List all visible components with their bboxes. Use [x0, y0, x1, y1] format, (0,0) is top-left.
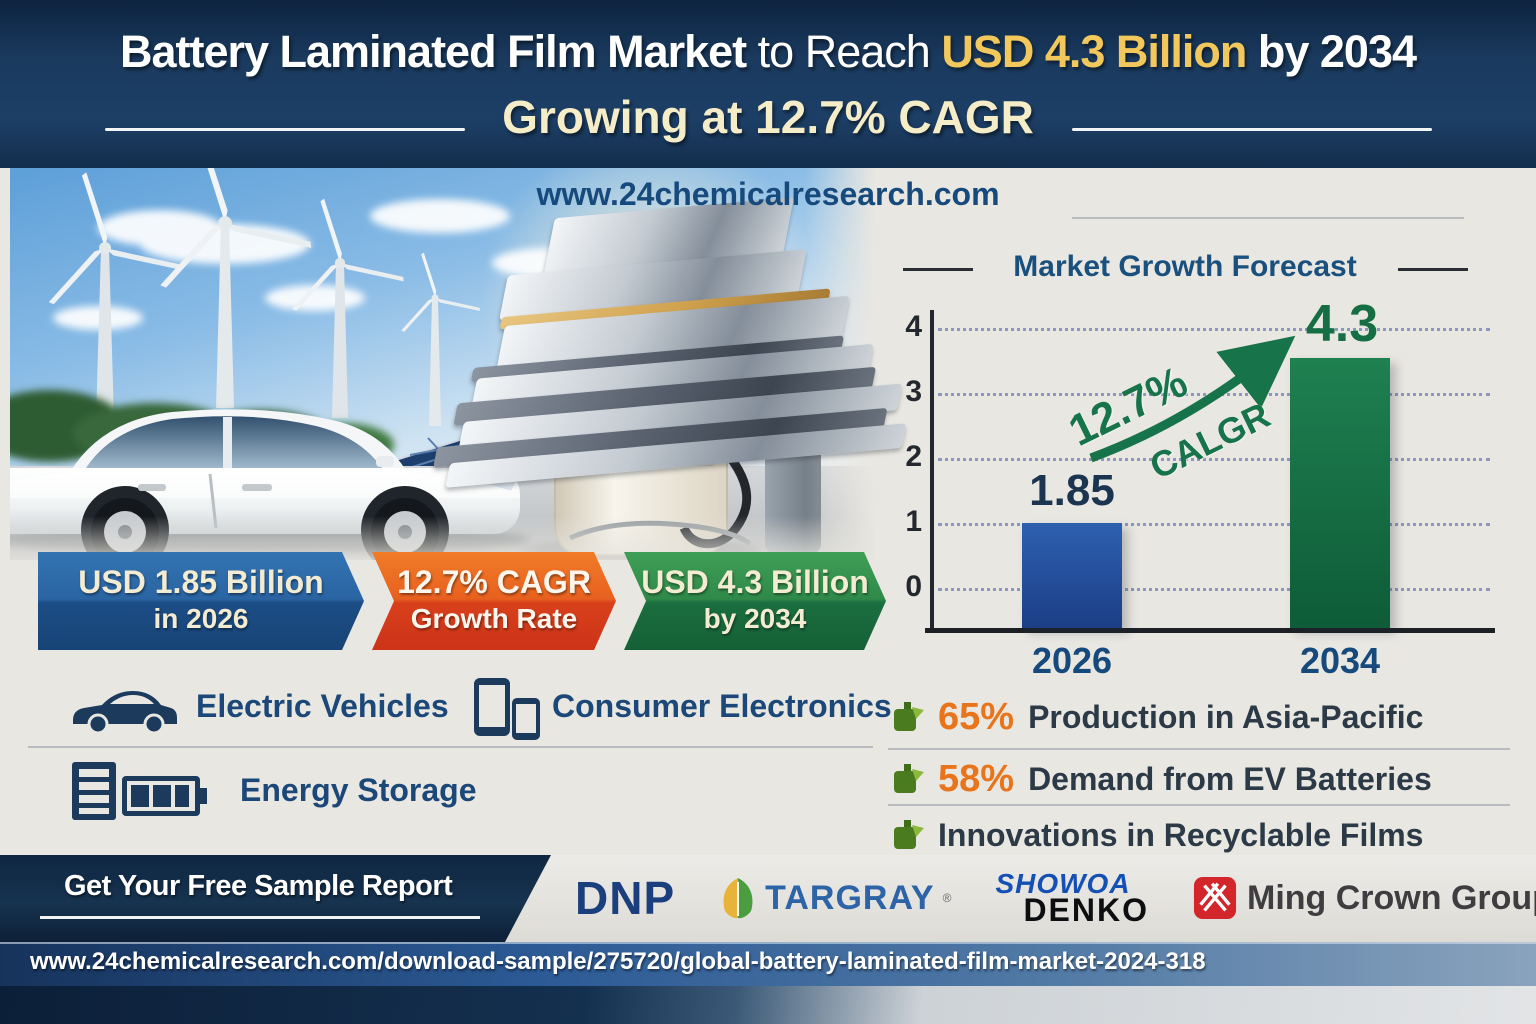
logo-ming-crown: Ming Crown Group: [1193, 876, 1536, 920]
stat-row: Innovations in Recyclable Films: [890, 812, 1520, 858]
page-subtitle: Growing at 12.7% CAGR: [502, 91, 1034, 143]
battery-rack-icon: [72, 762, 207, 820]
stat-value: 65%: [938, 695, 1015, 738]
divider: [1072, 217, 1464, 219]
ribbon-value: 12.7% CAGR: [397, 564, 591, 600]
battery-plug-icon: [894, 702, 924, 731]
gridline-4: [938, 328, 1490, 331]
logo-showa-line2: DENKO: [1023, 892, 1149, 928]
stat-text: Production in Asia-Pacific: [1028, 698, 1424, 735]
gridline-1: [938, 523, 1490, 526]
ribbon-caption: by 2034: [703, 603, 807, 634]
ribbon-caption: in 2026: [153, 603, 249, 634]
wind-turbines: [46, 168, 480, 426]
ribbon-value: USD 1.85 Billion: [78, 564, 324, 600]
film-stack-illustration: [431, 193, 906, 582]
stat-row: 58% Demand from EV Batteries: [890, 756, 1520, 802]
ytick-4: 4: [905, 310, 922, 343]
divider: [888, 804, 1510, 806]
stat-text: Demand from EV Batteries: [1028, 760, 1432, 797]
phone-tablet-icon: [474, 678, 540, 740]
divider: [28, 746, 873, 748]
ytick-3: 3: [905, 375, 922, 408]
x-axis: [925, 628, 1495, 633]
stat-value: 58%: [938, 757, 1015, 800]
gridline-0: [938, 588, 1490, 591]
registered-mark: ®: [942, 891, 952, 905]
logo-targray: TARGRAY ®: [719, 876, 951, 920]
ribbon-usd-2026: USD 1.85 Billion in 2026: [38, 552, 364, 650]
subtitle-rule-right: [1072, 128, 1432, 131]
ribbon-caption: Growth Rate: [410, 603, 578, 634]
battery-plug-icon: [894, 820, 924, 849]
cta-underline: [40, 916, 480, 919]
ytick-1: 1: [905, 505, 922, 538]
logo-strip: [505, 855, 1536, 942]
battery-plug-icon: [894, 764, 924, 793]
logo-ming-text: Ming Crown Group: [1247, 878, 1536, 917]
category-2034: 2034: [1299, 640, 1381, 681]
partner-logos: DNP TARGRAY ® SHOWOA DENKO Ming Crown Gr…: [545, 862, 1536, 934]
y-axis: [930, 310, 934, 632]
lattice-icon: [1193, 876, 1237, 920]
car-icon: [73, 691, 177, 735]
app-electric-vehicles: Electric Vehicles: [196, 688, 449, 724]
download-url-bar: [0, 942, 1536, 988]
growth-arrow-icon: [1089, 335, 1296, 463]
title-dash-right: [1398, 268, 1468, 271]
bottom-strip: [0, 986, 1536, 1024]
title-dash-left: [903, 268, 973, 271]
logo-showa-line1: SHOWOA: [995, 868, 1131, 899]
ribbon-value: USD 4.3 Billion: [641, 564, 869, 600]
ribbon-cagr: 12.7% CAGR Growth Rate: [372, 552, 616, 650]
logo-dnp: DNP: [575, 872, 676, 924]
ytick-0: 0: [905, 570, 922, 603]
website-url: www.24chemicalresearch.com: [536, 176, 1000, 212]
bar-value-2034: 4.3: [1305, 295, 1379, 353]
title-connector: to Reach: [757, 26, 931, 77]
title-end: by 2034: [1257, 26, 1417, 77]
stat-text: Innovations in Recyclable Films: [938, 816, 1424, 853]
download-url: www.24chemicalresearch.com/download-samp…: [30, 948, 1206, 975]
stat-row: 65% Production in Asia-Pacific: [890, 694, 1520, 740]
bar-2034: [1290, 358, 1390, 628]
divider: [888, 748, 1510, 750]
cta-text: Get Your Free Sample Report: [64, 870, 453, 902]
subtitle-rule-left: [105, 128, 465, 131]
title-highlight: USD 4.3 Billion: [941, 26, 1247, 77]
ribbon-usd-2034: USD 4.3 Billion by 2034: [624, 552, 886, 650]
title-main: Battery Laminated Film Market: [119, 26, 747, 77]
ytick-2: 2: [905, 440, 922, 473]
logo-targray-text: TARGRAY: [765, 878, 935, 917]
category-2026: 2026: [1031, 640, 1113, 681]
chart-title: Market Growth Forecast: [1013, 250, 1357, 283]
page-title: Battery Laminated Film Market to Reach U…: [0, 26, 1536, 78]
app-consumer-electronics: Consumer Electronics: [552, 688, 892, 724]
bar-2026: [1022, 523, 1122, 628]
gridline-2: [938, 458, 1490, 461]
bar-value-2026: 1.85: [1029, 466, 1115, 515]
app-energy-storage: Energy Storage: [240, 772, 477, 808]
leaf-icon: [723, 878, 753, 919]
header-band: [0, 0, 1536, 168]
logo-showa-denko: SHOWOA DENKO: [995, 868, 1149, 928]
